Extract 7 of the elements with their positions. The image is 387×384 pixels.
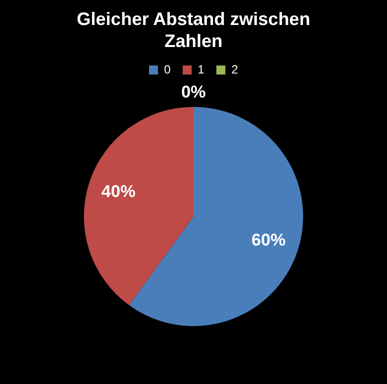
text: 0% [181,82,206,102]
legend-label: 0 [164,62,171,76]
data-label: 60% [252,230,286,250]
chart-title: Gleicher Abstand zwischen Zahlen [76,8,312,52]
data-label: 40% [101,182,136,201]
legend-label: 1 [198,62,205,76]
legend-label: 2 [231,62,238,76]
